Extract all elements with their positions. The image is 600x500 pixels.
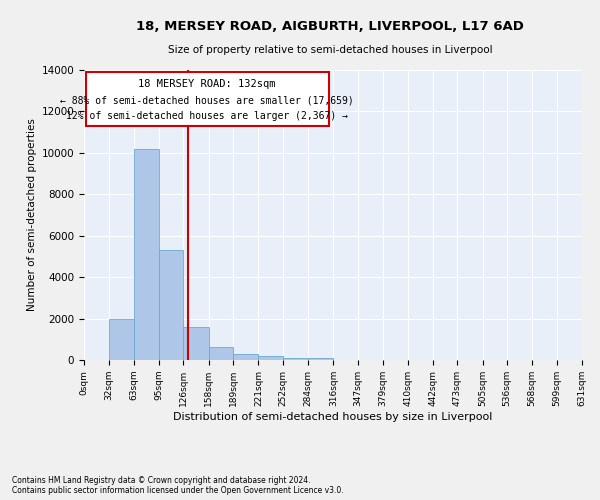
Bar: [283, 358, 308, 360]
FancyBboxPatch shape: [86, 72, 329, 126]
Bar: [184, 327, 209, 360]
Bar: [259, 356, 283, 360]
Bar: [209, 347, 233, 360]
Bar: [308, 358, 334, 360]
Bar: [134, 148, 159, 360]
X-axis label: Distribution of semi-detached houses by size in Liverpool: Distribution of semi-detached houses by …: [173, 412, 493, 422]
Text: 18, MERSEY ROAD, AIGBURTH, LIVERPOOL, L17 6AD: 18, MERSEY ROAD, AIGBURTH, LIVERPOOL, L1…: [136, 20, 524, 33]
Text: Contains public sector information licensed under the Open Government Licence v3: Contains public sector information licen…: [12, 486, 344, 495]
Bar: [233, 354, 259, 360]
Text: 12% of semi-detached houses are larger (2,367) →: 12% of semi-detached houses are larger (…: [66, 111, 348, 121]
Text: Size of property relative to semi-detached houses in Liverpool: Size of property relative to semi-detach…: [167, 45, 493, 55]
Text: Contains HM Land Registry data © Crown copyright and database right 2024.: Contains HM Land Registry data © Crown c…: [12, 476, 311, 485]
Y-axis label: Number of semi-detached properties: Number of semi-detached properties: [28, 118, 37, 312]
Bar: [159, 250, 184, 360]
Text: ← 88% of semi-detached houses are smaller (17,659): ← 88% of semi-detached houses are smalle…: [60, 96, 354, 106]
Text: 18 MERSEY ROAD: 132sqm: 18 MERSEY ROAD: 132sqm: [139, 78, 276, 88]
Bar: [109, 318, 134, 360]
